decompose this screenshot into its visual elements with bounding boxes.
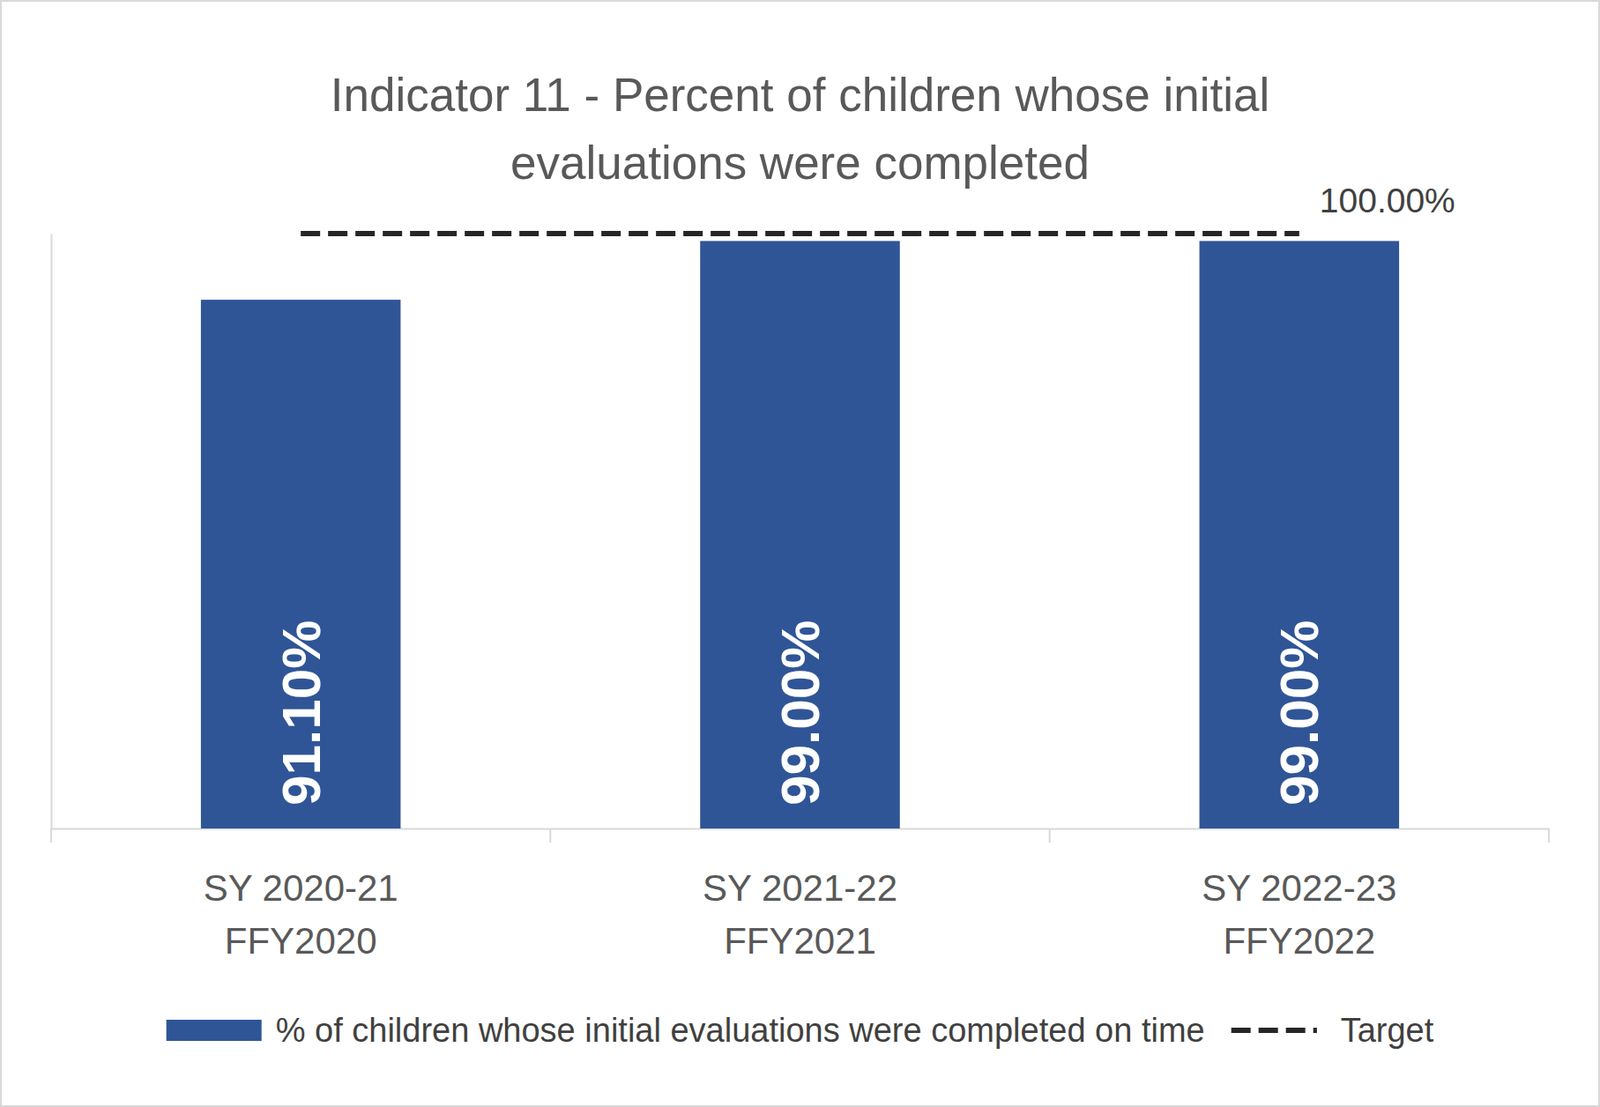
x-tick-label-line: FFY2022	[1222, 920, 1376, 962]
x-tick-label: SY 2022-23 FFY2022	[1201, 867, 1397, 962]
title-line: Indicator 11 - Percent of children whose…	[330, 68, 1270, 121]
x-tick-label-line: SY 2021-22	[702, 867, 898, 909]
chart-svg: Indicator 11 - Percent of children whose…	[0, 0, 1600, 1107]
x-axis: SY 2020-21FFY2020SY 2021-22FFY2021SY 202…	[52, 828, 1550, 962]
chart-title: Indicator 11 - Percent of children whose…	[330, 68, 1270, 189]
x-tick: SY 2020-21 FFY2020	[203, 828, 399, 962]
legend: % of children whose initial evaluations …	[166, 1012, 1435, 1050]
target-line	[300, 230, 1300, 237]
y-axis-line	[51, 234, 53, 830]
x-tick: SY 2022-23 FFY2022	[1201, 828, 1397, 962]
bar	[699, 240, 901, 829]
line-data-label: 100.00%	[1319, 181, 1456, 220]
legend-label: Target	[1340, 1012, 1435, 1050]
y-axis	[51, 234, 53, 830]
x-tick-label-line: SY 2020-21	[203, 867, 399, 909]
x-tick-label-line: FFY2020	[224, 920, 378, 962]
chart-border	[0, 0, 1600, 1107]
bar-data-label: 99.00%	[1268, 620, 1330, 806]
x-tick: SY 2021-22 FFY2021	[702, 828, 898, 962]
category-divider	[549, 828, 551, 843]
category-divider	[1547, 828, 1550, 843]
legend-label: % of children whose initial evaluations …	[275, 1012, 1206, 1050]
data-labels: 91.10% 99.00% 99.00% 100.00%	[270, 181, 1456, 807]
bar-data-label: 91.10%	[270, 620, 332, 806]
legend-item: % of children whose initial evaluations …	[166, 1012, 1206, 1050]
bar	[1199, 240, 1400, 829]
legend-swatch	[166, 1019, 262, 1042]
x-tick-label-line: SY 2022-23	[1201, 867, 1397, 909]
legend-item: Target	[1231, 1012, 1435, 1050]
bar-data-label: 99.00%	[769, 620, 831, 806]
bar	[200, 299, 402, 829]
category-divider	[50, 828, 53, 843]
plot-area	[200, 233, 1400, 829]
title-line: evaluations were completed	[510, 136, 1090, 189]
x-tick-label-line: FFY2021	[723, 920, 877, 962]
legend-swatch	[1231, 1027, 1318, 1034]
category-divider	[1049, 828, 1051, 843]
x-tick-label: SY 2020-21 FFY2020	[203, 867, 399, 962]
x-tick-label: SY 2021-22 FFY2021	[702, 867, 898, 962]
